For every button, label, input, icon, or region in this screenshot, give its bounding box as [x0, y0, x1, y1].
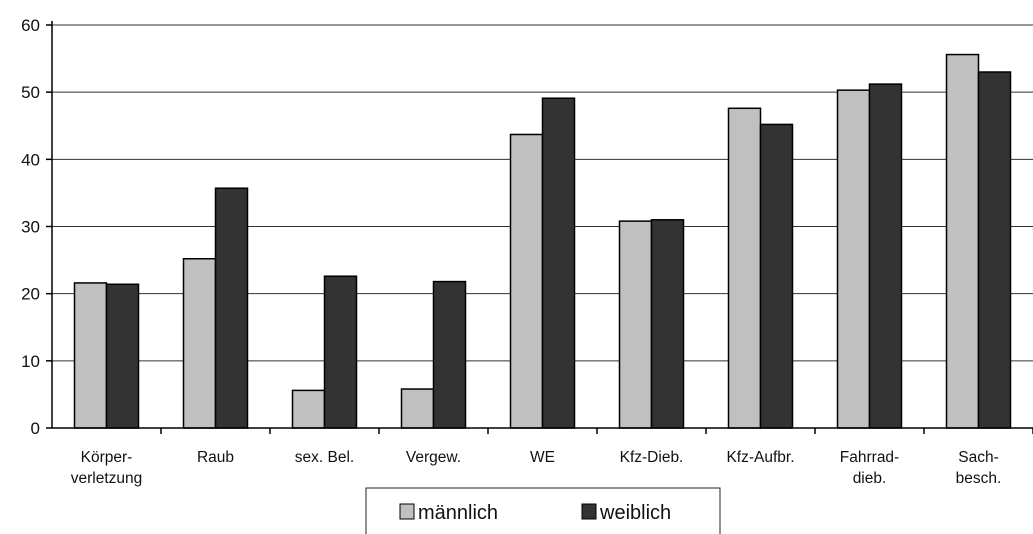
x-category-label: Vergew.	[406, 449, 461, 466]
x-category-label: Raub	[197, 449, 234, 466]
x-category-label: WE	[530, 449, 555, 466]
bar-maennlich	[182, 257, 217, 429]
bar-weiblich	[650, 219, 685, 429]
bar-maennlich	[73, 282, 108, 429]
x-category-label-line: Kfz-Dieb.	[620, 449, 684, 466]
y-tick-label: 50	[21, 83, 40, 102]
x-category-label-line: dieb.	[853, 470, 887, 487]
x-category-label-line: Kfz-Aufbr.	[726, 449, 794, 466]
x-category-label-line: besch.	[956, 470, 1002, 487]
x-category-label: Kfz-Aufbr.	[726, 449, 794, 466]
y-tick-label: 20	[21, 285, 40, 304]
legend-swatch-weiblich	[581, 503, 597, 520]
bar-weiblich	[432, 280, 467, 429]
legend-swatch-maennlich	[399, 503, 415, 520]
legend-label-weiblich: weiblich	[599, 502, 671, 524]
bar-maennlich	[836, 89, 871, 429]
x-category-label: Kfz-Dieb.	[620, 449, 684, 466]
x-category-label-line: WE	[530, 449, 555, 466]
bars	[73, 53, 1012, 429]
x-category-label: sex. Bel.	[295, 449, 354, 466]
bar-weiblich	[977, 71, 1012, 429]
y-tick-label: 60	[21, 16, 40, 35]
legend: männlich weiblich	[365, 487, 721, 534]
bar-weiblich	[214, 187, 249, 429]
x-category-label: Körper-verletzung	[71, 449, 143, 487]
bar-maennlich	[618, 220, 653, 429]
x-category-label-line: Raub	[197, 449, 234, 466]
x-category-label: Fahrrad-dieb.	[840, 449, 899, 487]
bar-weiblich	[323, 275, 358, 429]
bar-weiblich	[105, 283, 140, 429]
legend-label-maennlich: männlich	[418, 502, 498, 524]
x-category-labels: Körper-verletzung Raub sex. Bel. Vergew. WE K…	[71, 449, 1002, 487]
bar-maennlich	[400, 388, 435, 429]
y-tick-label: 10	[21, 352, 40, 371]
x-category-label-line: sex. Bel.	[295, 449, 354, 466]
bar-maennlich	[509, 133, 544, 429]
bar-weiblich	[541, 97, 576, 429]
y-tick-label: 40	[21, 150, 40, 169]
x-category-label-line: Sach-	[958, 449, 999, 466]
bar-maennlich	[291, 389, 326, 429]
legend-box	[365, 487, 721, 534]
x-category-label-line: verletzung	[71, 470, 143, 487]
bar-weiblich	[868, 83, 903, 429]
x-category-label: Sach-besch.	[956, 449, 1002, 487]
bar-maennlich	[727, 107, 762, 429]
bar-maennlich	[945, 53, 980, 429]
y-tick-label: 30	[21, 218, 40, 237]
y-tick-labels: 0 10 20 30 40 50 60	[21, 16, 40, 438]
x-category-label-line: Körper-	[81, 449, 133, 466]
bar-weiblich	[759, 123, 794, 429]
axes	[46, 21, 1033, 434]
y-tick-label: 0	[31, 419, 40, 438]
x-category-label-line: Vergew.	[406, 449, 461, 466]
x-category-label-line: Fahrrad-	[840, 449, 899, 466]
